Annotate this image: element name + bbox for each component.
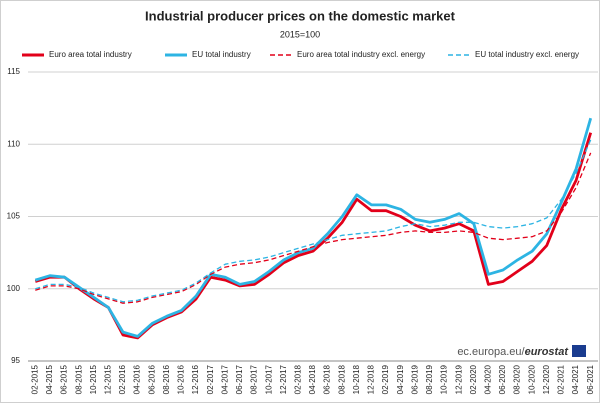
x-tick-label: 06-2017: [235, 364, 244, 394]
source-brand: eurostat: [525, 346, 570, 358]
x-tick-label: 04-2021: [571, 364, 580, 394]
x-tick-label: 12-2020: [542, 364, 551, 394]
x-tick-label: 06-2020: [498, 364, 507, 394]
series-line: [35, 139, 592, 303]
x-tick-label: 04-2015: [45, 364, 54, 394]
x-tick-label: 12-2017: [279, 364, 288, 394]
x-tick-label: 02-2020: [469, 364, 478, 394]
x-tick-label: 12-2019: [454, 364, 463, 394]
legend-label: EU total industry: [192, 50, 251, 59]
y-tick-label: 100: [7, 284, 21, 293]
x-tick-label: 04-2019: [396, 364, 405, 394]
x-tick-label: 02-2017: [206, 364, 215, 394]
series-line: [34, 132, 593, 340]
chart-title: Industrial producer prices on the domest…: [145, 8, 456, 23]
y-tick-label: 105: [7, 212, 21, 221]
x-tick-label: 12-2015: [103, 364, 112, 394]
x-tick-label: 10-2015: [89, 364, 98, 394]
x-tick-label: 06-2021: [586, 364, 595, 394]
x-tick-label: 02-2015: [30, 364, 39, 394]
source-site: ec.europa.eu/: [457, 346, 525, 358]
x-tick-label: 06-2016: [147, 364, 156, 394]
x-tick-label: 08-2017: [250, 364, 259, 394]
source: ec.europa.eu/eurostat: [457, 346, 569, 358]
legend-label: Euro area total industry excl. energy: [297, 50, 425, 59]
x-tick-label: 06-2019: [410, 364, 419, 394]
x-tick-label: 08-2018: [337, 364, 346, 394]
x-tick-label: 02-2019: [381, 364, 390, 394]
x-tick-label: 10-2016: [177, 364, 186, 394]
x-tick-label: 10-2018: [352, 364, 361, 394]
x-tick-label: 10-2019: [440, 364, 449, 394]
legend-label: EU total industry excl. energy: [475, 50, 579, 59]
x-tick-label: 12-2016: [191, 364, 200, 394]
x-tick-label: 08-2016: [162, 364, 171, 394]
x-tick-label: 04-2018: [308, 364, 317, 394]
legend-label: Euro area total industry: [49, 50, 132, 59]
x-tick-label: 06-2015: [60, 364, 69, 394]
x-tick-label: 02-2018: [293, 364, 302, 394]
x-tick-label: 08-2015: [74, 364, 83, 394]
y-tick-label: 95: [11, 356, 20, 365]
x-tick-label: 02-2016: [118, 364, 127, 394]
x-tick-label: 08-2020: [513, 364, 522, 394]
x-tick-label: 02-2021: [557, 364, 566, 394]
x-tick-label: 10-2020: [527, 364, 536, 394]
y-tick-label: 115: [7, 67, 20, 76]
x-tick-label: 04-2016: [133, 364, 142, 394]
x-tick-label: 04-2017: [220, 364, 229, 394]
x-tick-label: 12-2018: [367, 364, 376, 394]
chart-subtitle: 2015=100: [280, 29, 320, 39]
x-tick-label: 10-2017: [264, 364, 273, 394]
x-tick-label: 08-2019: [425, 364, 434, 394]
y-tick-label: 110: [7, 139, 20, 148]
x-tick-label: 06-2018: [323, 364, 332, 394]
series-line: [35, 152, 592, 304]
logo: [572, 345, 586, 357]
series-line: [34, 117, 593, 338]
x-tick-label: 04-2020: [483, 364, 492, 394]
